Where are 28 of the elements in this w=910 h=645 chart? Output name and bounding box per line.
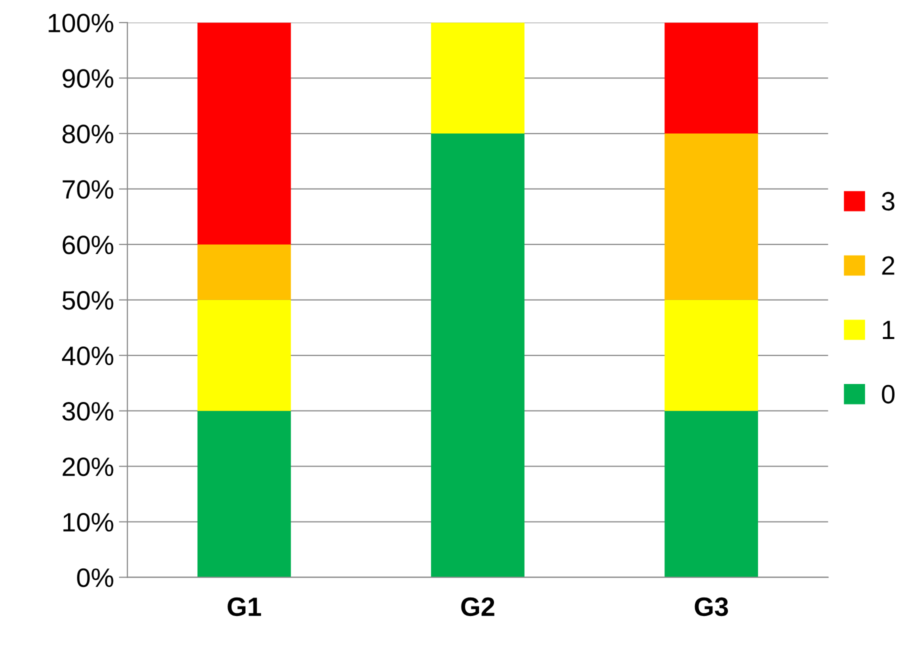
bar [197,410,291,578]
y-tick-label: 30% [62,402,114,421]
legend-label: 2 [882,256,894,275]
bar [197,244,291,300]
y-tick-label: 0% [77,568,114,588]
legend-label: 3 [882,192,894,211]
bar [431,134,524,578]
bar [431,22,524,134]
y-tick-label: 60% [62,236,114,254]
bar [664,134,758,300]
y-tick-label: 70% [62,180,114,199]
x-tick-label: G1 [228,597,262,616]
bar [664,410,758,578]
bar [664,22,758,134]
bar [197,300,291,411]
x-tick-label: G3 [694,597,728,616]
y-tick-label: 90% [62,69,114,88]
y-tick-label: 40% [62,346,114,366]
y-tick-label: 80% [62,124,114,144]
legend-label: 0 [882,384,895,404]
x-tick-label: G2 [461,597,494,616]
y-tick-label: 20% [62,457,114,476]
legend-label: 1 [882,320,894,339]
y-tick-label: 10% [63,512,114,532]
y-tick-label: 50% [62,291,114,310]
bar [664,300,758,411]
bar [197,22,291,244]
y-tick-label: 100% [48,14,114,32]
